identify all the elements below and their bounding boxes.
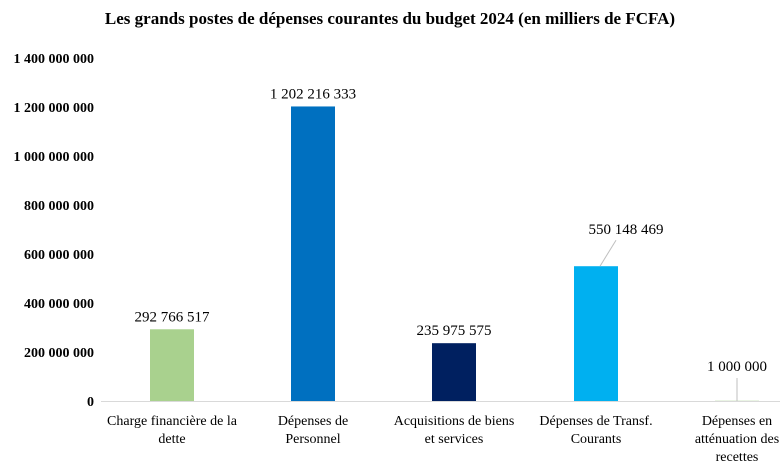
x-tick-label: Dépenses en: [702, 414, 772, 429]
data-label: 292 766 517: [135, 309, 211, 325]
x-tick-label: atténuation des: [695, 432, 779, 447]
y-tick-label: 1 400 000 000: [14, 52, 95, 67]
x-tick-label: Courants: [571, 432, 622, 447]
data-label: 235 975 575: [417, 323, 492, 339]
x-tick-label: et services: [425, 432, 484, 447]
data-label: 1 202 216 333: [270, 86, 356, 102]
y-tick-label: 400 000 000: [24, 297, 94, 312]
y-tick-label: 0: [87, 395, 94, 410]
x-tick-label: dette: [158, 432, 185, 447]
y-tick-label: 200 000 000: [24, 346, 94, 361]
chart-title: Les grands postes de dépenses courantes …: [105, 9, 675, 28]
x-tick-label: Dépenses de Transf.: [539, 414, 652, 429]
x-axis: Charge financière de la dette Dépenses de P…: [107, 414, 779, 465]
bar: [574, 266, 618, 401]
bar: [432, 343, 476, 401]
y-tick-label: 1 200 000 000: [14, 101, 95, 116]
leader-line: [599, 239, 617, 267]
data-label: 1 000 000: [707, 359, 767, 375]
y-tick-label: 800 000 000: [24, 199, 94, 214]
data-labels: 292 766 517 1 202 216 333 235 975 575 550 1…: [135, 86, 767, 401]
x-tick-label: recettes: [716, 450, 759, 465]
data-label: 550 148 469: [589, 222, 664, 238]
bar: [150, 329, 194, 401]
x-tick-label: Charge financière de la: [107, 414, 238, 429]
y-tick-label: 1 000 000 000: [14, 150, 95, 165]
x-tick-label: Acquisitions de biens: [394, 414, 515, 429]
x-tick-label: Personnel: [285, 432, 340, 447]
y-tick-label: 600 000 000: [24, 248, 94, 263]
x-tick-label: Dépenses de: [278, 414, 348, 429]
y-axis: 0 200 000 000 400 000 000 600 000 000 800 00…: [14, 52, 95, 410]
bar: [291, 106, 335, 401]
bars: [150, 106, 759, 401]
